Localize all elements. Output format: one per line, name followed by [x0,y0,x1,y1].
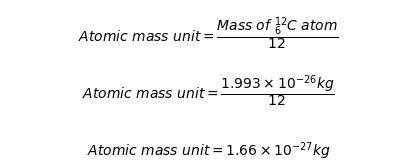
Text: $\mathit{Atomic\ mass\ unit} = \dfrac{1.993 \times 10^{-26}kg}{12}$: $\mathit{Atomic\ mass\ unit} = \dfrac{1.… [82,73,335,109]
Text: $\mathit{Atomic\ mass\ unit} = \dfrac{\mathit{Mass\ of\ }{}^{12}_{6}\mathit{C\ a: $\mathit{Atomic\ mass\ unit} = \dfrac{\m… [78,15,339,52]
Text: $\mathit{Atomic\ mass\ unit} = 1.66 \times 10^{-27}kg$: $\mathit{Atomic\ mass\ unit} = 1.66 \tim… [87,140,330,162]
